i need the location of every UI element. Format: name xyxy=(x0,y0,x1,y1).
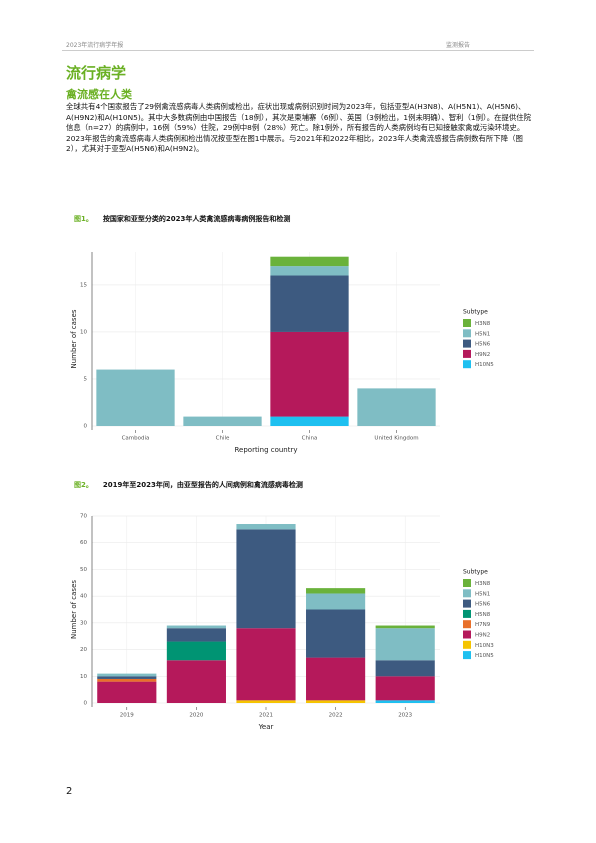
legend-label: H5N1 xyxy=(475,591,490,597)
bar-segment xyxy=(97,673,157,677)
bar-segment xyxy=(236,524,296,530)
bar-segment xyxy=(236,628,296,701)
legend-title: Subtype xyxy=(463,309,488,316)
section-subtitle: 禽流感在人类 xyxy=(66,88,132,101)
x-tick-label: 2021 xyxy=(259,713,273,719)
bar-segment xyxy=(306,609,366,658)
page-number: 2 xyxy=(66,786,73,797)
x-tick-label: United Kingdom xyxy=(374,436,418,442)
y-tick-label: 10 xyxy=(80,329,87,335)
legend-swatch xyxy=(463,329,471,338)
figure-text: 按国家和亚型分类的2023年人类禽流感病毒病例报告和检测 xyxy=(102,215,291,223)
y-tick-label: 10 xyxy=(80,674,87,680)
legend-swatch xyxy=(463,620,471,629)
legend-swatch xyxy=(463,599,471,608)
bar-segment xyxy=(375,625,435,629)
y-tick-label: 5 xyxy=(84,376,88,382)
bar-segment xyxy=(375,628,435,661)
y-tick-label: 20 xyxy=(80,647,87,653)
figure-label: 图2。 xyxy=(74,481,93,489)
legend-swatch xyxy=(463,609,471,618)
y-tick-label: 40 xyxy=(80,594,87,600)
bar-segment xyxy=(236,529,296,629)
bar-segment xyxy=(166,660,226,703)
x-tick-label: Cambodia xyxy=(122,436,150,442)
x-tick-label: 2019 xyxy=(120,713,134,719)
y-tick-label: 15 xyxy=(80,282,87,288)
legend-swatch xyxy=(463,630,471,639)
y-axis-label: Number of cases xyxy=(70,309,78,368)
bar-segment xyxy=(236,700,296,703)
header-rule xyxy=(62,50,534,51)
x-tick-label: 2022 xyxy=(329,713,343,719)
y-tick-label: 0 xyxy=(84,701,88,707)
bar-segment xyxy=(166,625,226,629)
section-title: 流行病学 xyxy=(66,64,127,82)
x-tick-label: 2020 xyxy=(189,713,203,719)
bar-segment xyxy=(97,678,157,682)
y-tick-label: 70 xyxy=(80,514,87,520)
y-axis-label: Number of cases xyxy=(70,580,78,639)
bar-segment xyxy=(96,369,175,426)
x-tick-label: 2023 xyxy=(398,713,412,719)
bar-segment xyxy=(270,256,349,267)
x-tick-label: Chile xyxy=(216,436,230,442)
bar-segment xyxy=(97,681,157,703)
figure-caption: 图2。 2019年至2023年间，由亚型报告的人间病例和禽流感病毒检测 xyxy=(74,480,303,490)
legend-swatch xyxy=(463,589,471,598)
bar-segment xyxy=(97,676,157,679)
legend-label: H10N5 xyxy=(475,653,494,659)
paragraph: 全球共有4个国家报告了29例禽流感病毒人类病例或检出，症状出现或病例识别时间为2… xyxy=(66,102,532,154)
legend-swatch xyxy=(463,319,471,327)
legend-swatch xyxy=(463,579,471,587)
bar-segment xyxy=(166,628,226,642)
legend-swatch xyxy=(463,651,471,660)
y-tick-label: 30 xyxy=(80,620,87,626)
legend-label: H10N3 xyxy=(475,643,494,649)
legend-swatch xyxy=(463,360,471,369)
bar-segment xyxy=(270,275,349,332)
legend-swatch xyxy=(463,349,471,358)
bar-segment xyxy=(270,331,349,417)
bar-segment xyxy=(375,700,435,703)
y-tick-label: 60 xyxy=(80,540,87,546)
legend-label: H9N2 xyxy=(475,352,490,358)
bar-segment xyxy=(306,593,366,610)
legend-label: H5N6 xyxy=(475,342,491,348)
legend-label: H5N1 xyxy=(475,331,490,337)
bar-segment xyxy=(270,416,349,426)
bar-segment xyxy=(306,657,366,701)
bar-segment xyxy=(375,676,435,701)
x-axis-label: Year xyxy=(258,723,274,731)
y-tick-label: 0 xyxy=(84,424,88,430)
legend-swatch xyxy=(463,640,471,649)
bar-segment xyxy=(270,266,349,276)
legend-label: H10N5 xyxy=(475,362,494,368)
header-right: 监测报告 xyxy=(446,42,471,49)
figure-caption: 图1。 按国家和亚型分类的2023年人类禽流感病毒病例报告和检测 xyxy=(74,214,290,224)
legend-swatch xyxy=(463,339,471,348)
figure-label: 图1。 xyxy=(74,215,93,223)
x-axis-label: Reporting country xyxy=(234,446,297,454)
bar-segment xyxy=(357,388,436,426)
bar-segment xyxy=(166,641,226,661)
legend-label: H5N8 xyxy=(475,612,491,618)
y-tick-label: 50 xyxy=(80,567,87,573)
x-tick-label: China xyxy=(302,436,318,442)
legend-label: H9N2 xyxy=(475,633,490,639)
legend-label: H7N9 xyxy=(475,622,491,628)
bar-segment xyxy=(375,660,435,677)
legend-label: H3N8 xyxy=(475,321,491,327)
legend-label: H5N6 xyxy=(475,602,491,608)
figure-text: 2019年至2023年间，由亚型报告的人间病例和禽流感病毒检测 xyxy=(102,481,303,489)
legend-title: Subtype xyxy=(463,569,488,576)
bar-segment xyxy=(306,588,366,594)
legend-label: H3N8 xyxy=(475,581,491,587)
bar-segment xyxy=(183,416,262,426)
header-left: 2023年流行病学年报 xyxy=(66,42,124,49)
bar-segment xyxy=(306,700,366,703)
